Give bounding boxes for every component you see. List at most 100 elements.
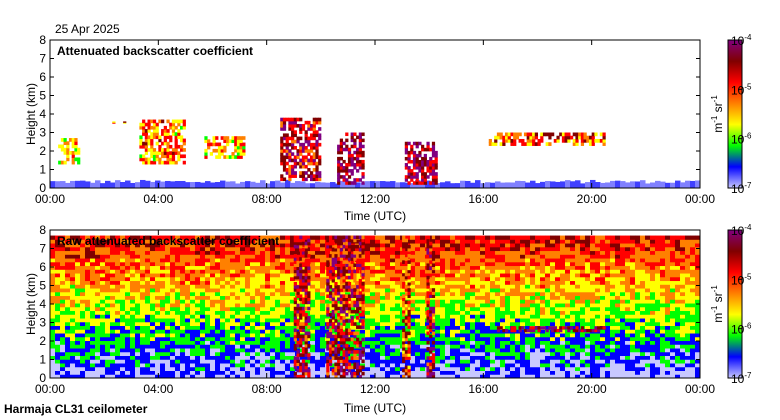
heatmap-cell: [500, 250, 506, 255]
heatmap-cell: [535, 269, 541, 274]
heatmap-cell: [431, 169, 436, 173]
heatmap-cell: [145, 336, 151, 342]
heatmap-cell: [530, 374, 536, 379]
heatmap-cell: [100, 314, 106, 319]
heatmap-cell: [210, 303, 216, 308]
heatmap-cell: [175, 239, 181, 244]
heatmap-cell: [425, 180, 431, 188]
heatmap-cell: [315, 243, 321, 248]
heatmap-cell: [380, 269, 386, 274]
heatmap-cell: [231, 152, 235, 156]
heatmap-cell: [282, 133, 287, 138]
heatmap-cell: [265, 318, 271, 323]
heatmap-cell: [412, 166, 417, 170]
heatmap-cell: [535, 314, 541, 319]
heatmap-cell: [155, 254, 161, 259]
heatmap-cell: [152, 125, 157, 130]
heatmap-cell: [60, 273, 66, 278]
heatmap-cell: [575, 180, 581, 188]
heatmap-cell: [415, 163, 419, 167]
heatmap-cell: [145, 374, 151, 379]
heatmap-cell: [205, 314, 211, 319]
heatmap-cell: [450, 333, 456, 338]
heatmap-cell: [65, 254, 71, 259]
heatmap-cell: [288, 171, 292, 175]
heatmap-cell: [155, 344, 161, 349]
heatmap-cell: [475, 351, 481, 357]
heatmap-cell: [50, 291, 56, 297]
heatmap-cell: [375, 269, 381, 274]
heatmap-cell: [225, 318, 231, 323]
heatmap-cell: [55, 258, 61, 263]
heatmap-cell: [245, 273, 251, 278]
heatmap-cell: [170, 344, 176, 349]
heatmap-cell: [460, 254, 466, 259]
heatmap-cell: [295, 299, 301, 304]
heatmap-cell: [275, 265, 281, 270]
heatmap-cell: [280, 370, 286, 375]
heatmap-cell: [275, 321, 281, 327]
heatmap-cell: [530, 318, 536, 323]
heatmap-cell: [545, 273, 551, 278]
heatmap-cell: [423, 156, 427, 161]
heatmap-cell: [65, 291, 71, 297]
heatmap-cell: [135, 359, 141, 364]
heatmap-cell: [490, 366, 496, 372]
heatmap-cell: [210, 243, 216, 248]
heatmap-cell: [165, 291, 171, 297]
heatmap-cell: [565, 269, 571, 274]
heatmap-cell: [310, 303, 316, 308]
heatmap-cell: [523, 132, 528, 137]
heatmap-cell: [520, 235, 526, 240]
heatmap-cell: [395, 363, 401, 368]
heatmap-cell: [465, 325, 471, 330]
heatmap-cell: [155, 288, 161, 293]
heatmap-cell: [330, 329, 336, 334]
heatmap-cell: [365, 329, 371, 334]
heatmap-cell: [205, 325, 211, 330]
heatmap-cell: [600, 182, 606, 188]
heatmap-cell: [445, 366, 451, 372]
heatmap-cell: [550, 276, 556, 282]
heatmap-cell: [385, 258, 391, 263]
heatmap-cell: [320, 314, 326, 319]
heatmap-cell: [330, 250, 336, 255]
heatmap-cell: [515, 363, 521, 368]
heatmap-cell: [561, 135, 566, 140]
heatmap-cell: [545, 310, 551, 315]
heatmap-cell: [320, 363, 326, 368]
heatmap-cell: [210, 306, 216, 312]
heatmap-cell: [535, 261, 541, 267]
heatmap-cell: [260, 246, 266, 252]
heatmap-cell: [245, 246, 251, 252]
heatmap-cell: [230, 295, 236, 300]
heatmap-cell: [490, 351, 496, 357]
heatmap-cell: [310, 239, 316, 244]
heatmap-cell: [140, 291, 146, 297]
heatmap-cell: [532, 135, 536, 140]
heatmap-cell: [565, 258, 571, 263]
heatmap-cell: [580, 132, 585, 137]
heatmap-cell: [115, 348, 121, 353]
heatmap-cell: [407, 153, 411, 158]
heatmap-cell: [445, 250, 451, 255]
heatmap-cell: [235, 329, 241, 334]
heatmap-cell: [180, 273, 186, 278]
heatmap-cell: [345, 178, 349, 182]
heatmap-cell: [205, 273, 211, 278]
heatmap-cell: [470, 273, 476, 278]
heatmap-cell: [356, 135, 360, 140]
heatmap-cell: [260, 306, 266, 312]
heatmap-cell: [195, 250, 201, 255]
heatmap-cell: [163, 132, 167, 136]
heatmap-cell: [370, 340, 376, 345]
heatmap-cell: [255, 261, 261, 267]
heatmap-cell: [450, 359, 456, 364]
heatmap-cell: [353, 156, 357, 161]
heatmap-cell: [320, 303, 326, 308]
heatmap-cell: [66, 147, 70, 152]
heatmap-cell: [425, 258, 431, 263]
heatmap-cell: [310, 243, 316, 248]
heatmap-cell: [339, 147, 343, 152]
heatmap-cell: [65, 306, 71, 312]
